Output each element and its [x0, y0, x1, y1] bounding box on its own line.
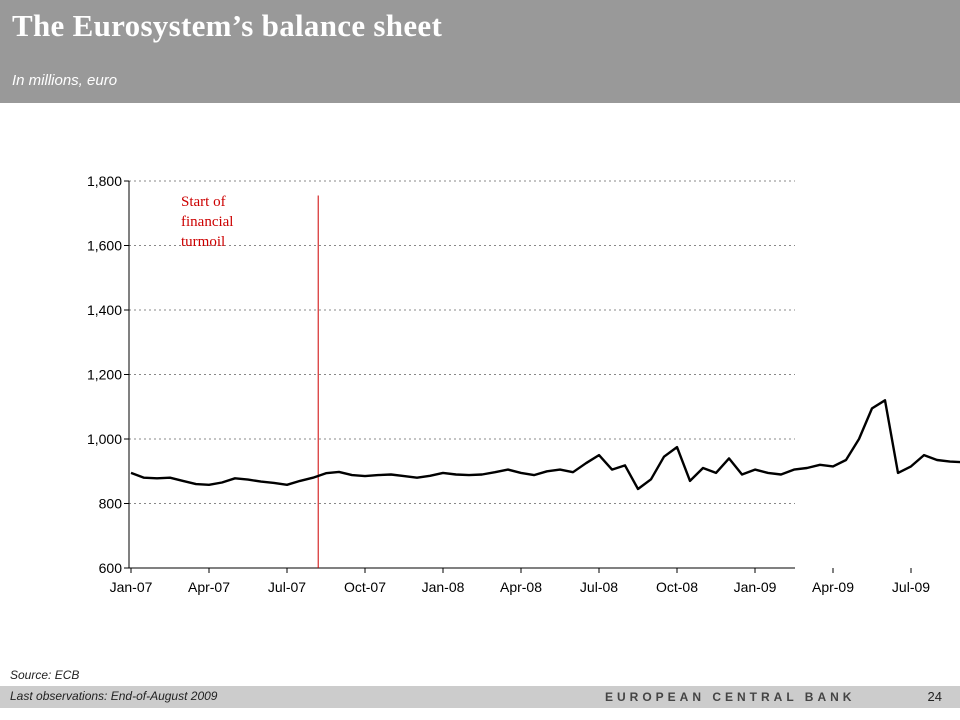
x-tick-label: Jul-08	[580, 579, 618, 595]
turmoil-annotation-label: turmoil	[181, 234, 225, 250]
page-subtitle: In millions, euro	[12, 72, 118, 89]
footer-bar: Last observations: End-of-August 2009 EU…	[0, 686, 960, 708]
title-bar: The Eurosystem’s balance sheet In millio…	[0, 0, 960, 103]
x-tick-label: Apr-09	[812, 579, 854, 595]
x-tick-label: Oct-07	[344, 579, 386, 595]
y-tick-label: 1,200	[87, 367, 122, 383]
x-tick-label: Jan-07	[110, 579, 153, 595]
turmoil-annotation-label: Start of	[181, 194, 226, 210]
y-tick-label: 1,400	[87, 302, 122, 318]
last-observations-note: Last observations: End-of-August 2009	[10, 689, 218, 703]
y-tick-label: 1,600	[87, 238, 122, 254]
page-title: The Eurosystem’s balance sheet	[12, 8, 443, 43]
page-number: 24	[927, 689, 942, 704]
bank-name: EUROPEAN CENTRAL BANK	[605, 690, 856, 704]
x-tick-label: Oct-08	[656, 579, 698, 595]
balance-sheet-series-line	[130, 399, 960, 491]
x-tick-label: Jul-09	[892, 579, 930, 595]
y-tick-label: 600	[99, 560, 123, 576]
x-tick-label: Jan-08	[422, 579, 465, 595]
y-tick-label: 1,000	[87, 431, 122, 447]
y-tick-label: 1,800	[87, 173, 122, 189]
balance-sheet-chart: 600 800 1,000 1,200 1,400 1,600 1,800 Jan-07 Apr…	[87, 173, 960, 595]
x-tick-label: Jul-07	[268, 579, 306, 595]
turmoil-annotation-label: financial	[181, 214, 233, 230]
x-tick-label: Apr-08	[500, 579, 542, 595]
y-tick-label: 800	[99, 496, 123, 512]
source-note: Source: ECB	[10, 668, 80, 682]
x-tick-label: Apr-07	[188, 579, 230, 595]
x-tick-label: Jan-09	[734, 579, 777, 595]
